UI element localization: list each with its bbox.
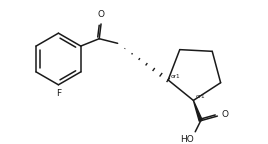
- Text: HO: HO: [180, 136, 193, 144]
- Text: O: O: [221, 110, 228, 119]
- Text: or1: or1: [195, 94, 205, 99]
- Text: or1: or1: [171, 74, 181, 79]
- Text: F: F: [56, 89, 61, 98]
- Text: O: O: [98, 10, 105, 19]
- Polygon shape: [193, 100, 202, 121]
